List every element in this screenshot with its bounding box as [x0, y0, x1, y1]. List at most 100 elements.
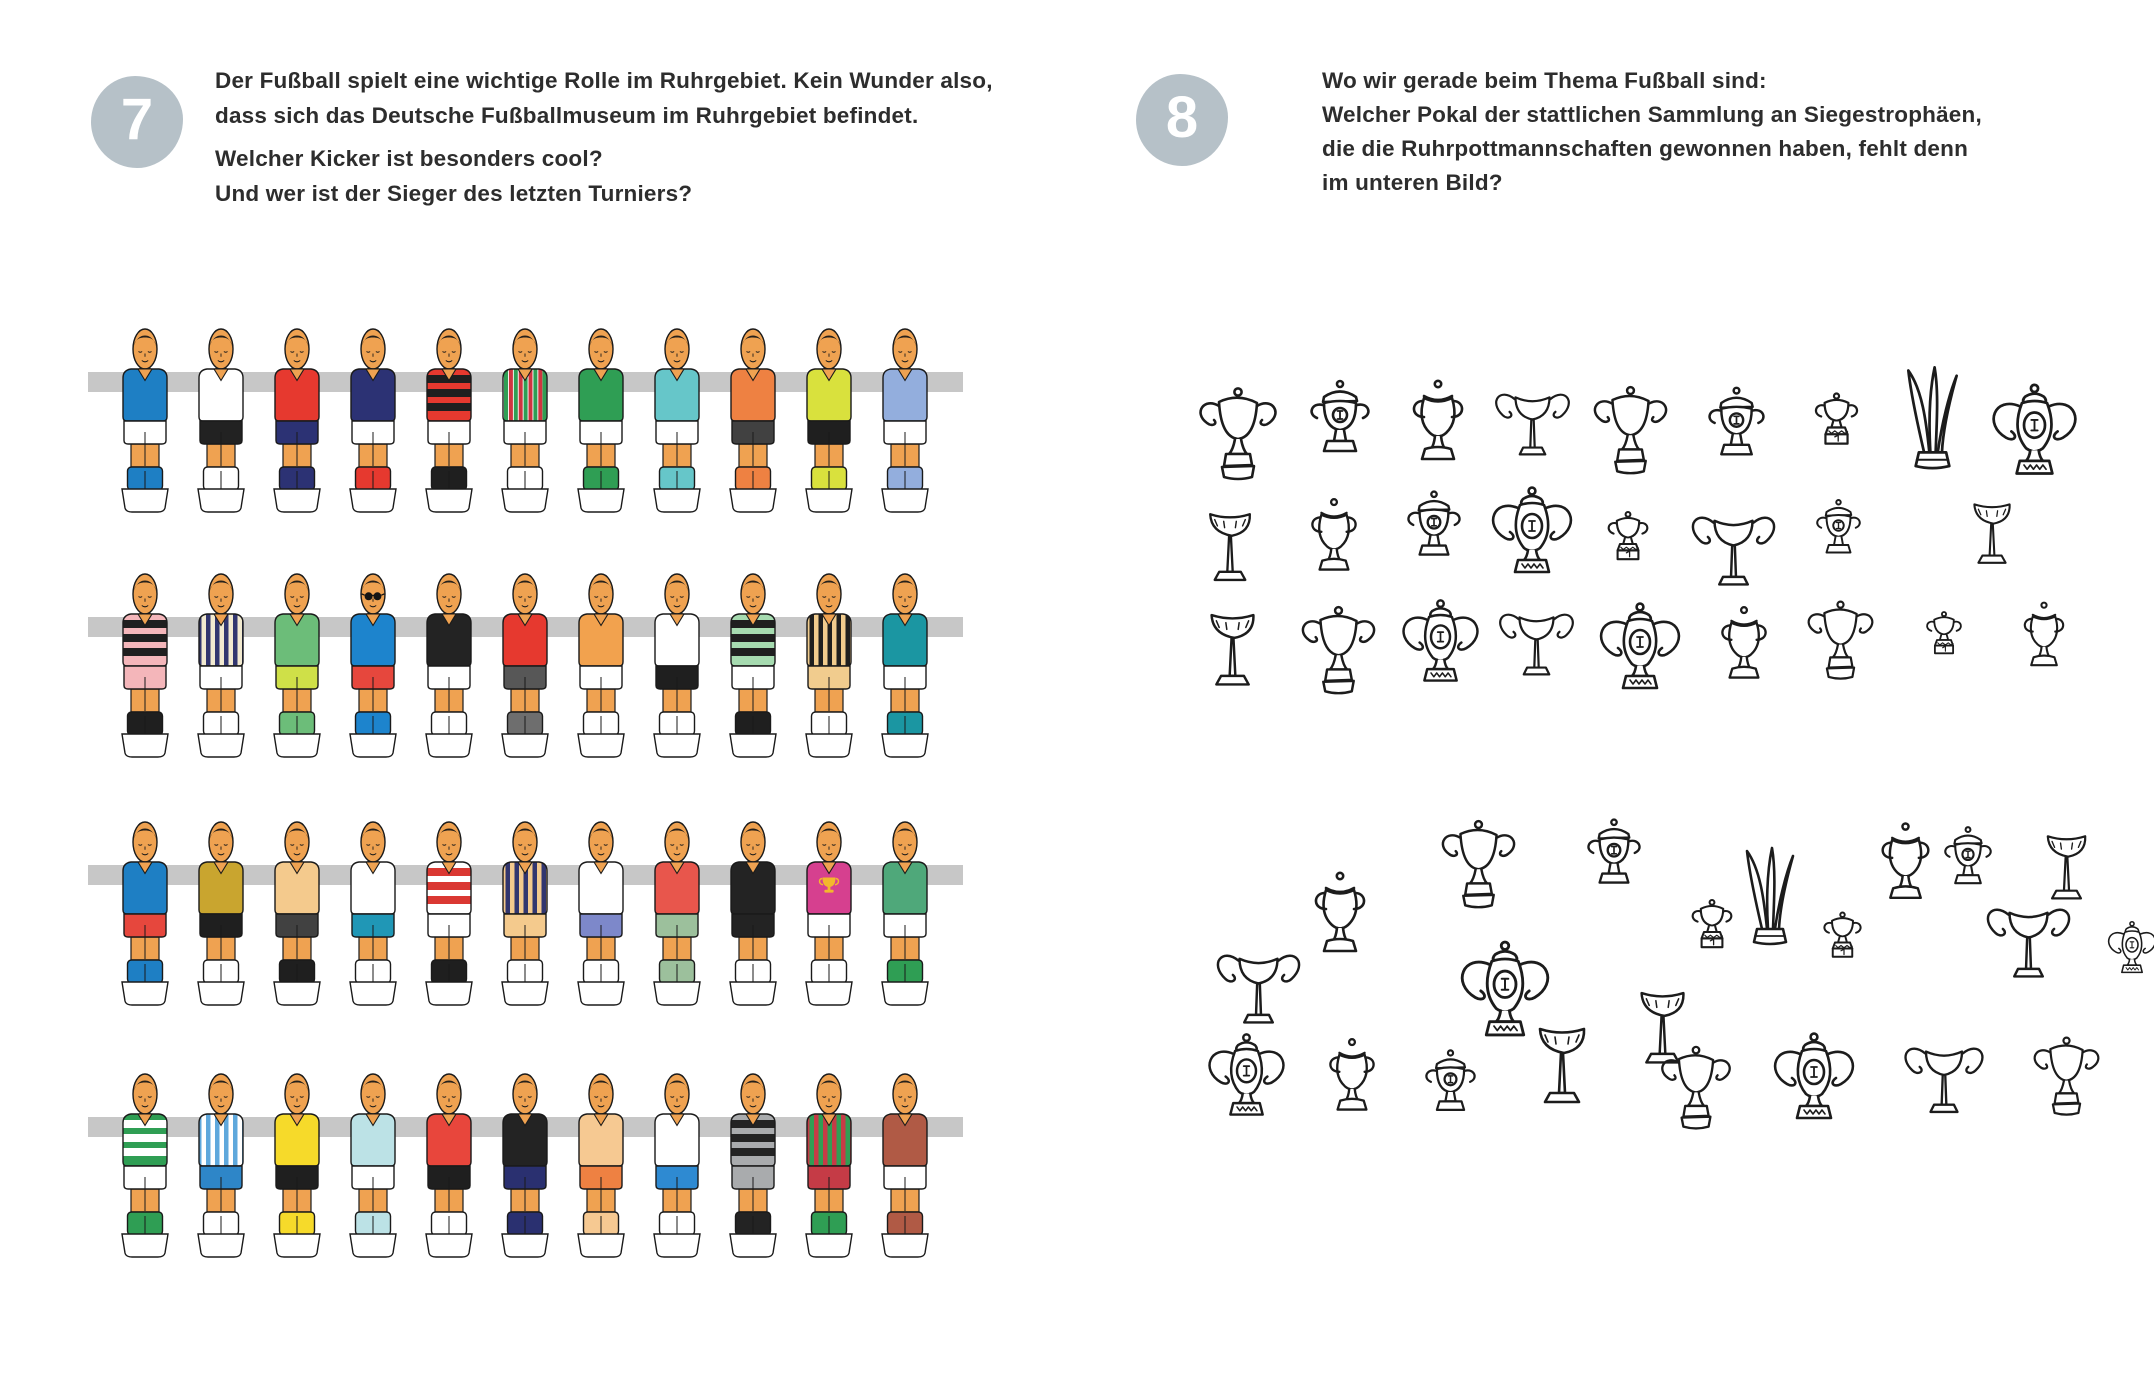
trophy-doodle-wide-bowl-wings: [1981, 890, 2076, 1014]
foosball-figure-r3-6: [490, 818, 560, 1008]
trophy-doodle-wide-bowl-wings: [1211, 936, 1306, 1060]
trophy-doodle-plume-trophy: [1720, 841, 1820, 971]
trophy-doodle-classic-cup: [1651, 1042, 1741, 1159]
foosball-row-1: [0, 325, 2154, 525]
trophy-doodle-lidded-cup-medal: [1569, 816, 1659, 933]
trophy-doodle-winged-amphora: [1393, 596, 1488, 720]
foosball-row-2: [0, 570, 2154, 770]
foosball-figure-r2-6: [490, 570, 560, 760]
foosball-figure-r2-9: [718, 570, 788, 760]
trophy-doodle-winged-amphora: [1199, 1030, 1294, 1154]
puzzle7-number-badge: 7: [91, 76, 183, 168]
trophy-doodle-classic-cup: [1188, 383, 1288, 513]
trophy-doodle-classic-cup: [1583, 382, 1678, 506]
trophy-doodle-tulip-urn: [1388, 375, 1488, 505]
trophy-doodle-tulip-urn: [1699, 602, 1789, 719]
foosball-figure-r1-4: [338, 325, 408, 515]
trophy-doodle-tulip-urn: [1289, 494, 1379, 611]
foosball-figure-r3-3: [262, 818, 332, 1008]
foosball-figure-r2-11: [870, 570, 940, 760]
foosball-figure-r1-7: [566, 325, 636, 515]
puzzle8-number: 8: [1165, 85, 1199, 150]
foosball-figure-r3-1: [110, 818, 180, 1008]
trophy-doodle-small-cup-plinth: [1588, 504, 1668, 608]
trophy-doodle-lidded-cup-medal: [1290, 377, 1390, 507]
trophy-doodle-small-cup-plinth: [1672, 892, 1752, 996]
foosball-figure-r1-1: [110, 325, 180, 515]
foosball-row-4: [0, 1070, 2154, 1270]
puzzle7-line-4: Und wer ist der Sieger des letzten Turni…: [215, 181, 693, 206]
trophy-doodle-tall-goblet: [1952, 490, 2032, 594]
foosball-figure-r2-5: [414, 570, 484, 760]
foosball-figure-r4-11: [870, 1070, 940, 1260]
trophy-doodle-wide-bowl-wings: [1686, 498, 1781, 622]
foosball-figure-r2-2: [186, 570, 256, 760]
foosball-figure-r3-9: [718, 818, 788, 1008]
puzzle8-line-3: die die Ruhrpottmannschaften gewonnen ha…: [1322, 136, 1969, 161]
foosball-figure-r1-9: [718, 325, 788, 515]
trophy-doodle-tulip-urn: [1307, 1034, 1397, 1151]
trophy-doodle-winged-amphora: [1764, 1029, 1864, 1159]
trophy-doodle-tall-goblet: [1512, 1011, 1612, 1141]
trophy-doodle-tall-goblet: [1185, 498, 1275, 615]
foosball-figure-r4-4: [338, 1070, 408, 1260]
foosball-figure-r1-11: [870, 325, 940, 515]
trophy-doodle-tall-goblet: [1185, 598, 1280, 722]
foosball-figure-r4-2: [186, 1070, 256, 1260]
trophy-doodle-lidded-cup-medal: [1389, 488, 1479, 605]
foosball-figure-r4-10: [794, 1070, 864, 1260]
foosball-figure-r3-2: [186, 818, 256, 1008]
foosball-figure-r1-8: [642, 325, 712, 515]
trophy-doodle-winged-amphora: [1482, 483, 1582, 613]
foosball-figure-r3-8: [642, 818, 712, 1008]
trophy-doodle-winged-amphora: [2102, 919, 2154, 997]
puzzle7-line-2: dass sich das Deutsche Fußballmuseum im …: [215, 103, 919, 128]
foosball-row-3: [0, 818, 2154, 1018]
trophy-doodle-tulip-urn: [1290, 867, 1390, 997]
trophy-doodle-lidded-cup-medal: [1408, 1047, 1493, 1158]
trophy-doodle-classic-cup: [2024, 1033, 2109, 1144]
trophy-emblem-icon: [818, 877, 840, 893]
foosball-figure-r4-6: [490, 1070, 560, 1260]
trophy-doodle-wide-bowl-wings: [1899, 1030, 1989, 1147]
foosball-figure-r2-3: [262, 570, 332, 760]
trophy-doodle-classic-cup: [1291, 602, 1386, 726]
trophy-doodle-winged-amphora: [1450, 937, 1560, 1080]
trophy-doodle-tall-goblet: [2024, 821, 2109, 932]
foosball-figure-r1-10: [794, 325, 864, 515]
foosball-figure-r4-7: [566, 1070, 636, 1260]
foosball-figure-r2-1: [110, 570, 180, 760]
foosball-figure-r4-1: [110, 1070, 180, 1260]
puzzle8-line-1: Wo wir gerade beim Thema Fußball sind:: [1322, 68, 1767, 93]
trophy-doodle-tulip-urn: [2004, 598, 2084, 702]
foosball-figure-r1-6: [490, 325, 560, 515]
puzzle7-statement: Der Fußball spielt eine wichtige Rolle i…: [215, 63, 993, 133]
trophy-doodle-small-cup-plinth: [1805, 905, 1880, 1003]
trophy-doodle-small-cup-plinth: [1794, 385, 1879, 496]
puzzle8-line-4: im unteren Bild?: [1322, 170, 1503, 195]
trophy-doodle-wide-bowl-wings: [1494, 597, 1579, 708]
foosball-figure-r2-10: [794, 570, 864, 760]
trophy-doodle-lidded-cup-medal: [1801, 497, 1876, 595]
puzzle8-question: Wo wir gerade beim Thema Fußball sind: W…: [1322, 64, 1982, 200]
foosball-figure-r4-8: [642, 1070, 712, 1260]
puzzle8-number-badge: 8: [1136, 74, 1228, 166]
puzzle7-line-1: Der Fußball spielt eine wichtige Rolle i…: [215, 68, 993, 93]
trophy-doodle-lidded-cup-medal: [1689, 384, 1784, 508]
foosball-figure-r1-5: [414, 325, 484, 515]
puzzle7-line-3: Welcher Kicker ist besonders cool?: [215, 146, 603, 171]
foosball-figure-r4-9: [718, 1070, 788, 1260]
puzzle7-questions: Welcher Kicker ist besonders cool? Und w…: [215, 141, 692, 211]
foosball-figure-r1-2: [186, 325, 256, 515]
trophy-doodle-plume-trophy: [1880, 360, 1985, 497]
sunglasses-icon: [361, 592, 385, 601]
puzzle7-number: 7: [120, 87, 154, 152]
foosball-figure-r2-4: [338, 570, 408, 760]
foosball-figure-r1-3: [262, 325, 332, 515]
trophy-doodle-winged-amphora: [1982, 380, 2087, 517]
trophy-doodle-tulip-urn: [1858, 818, 1953, 942]
foosball-figure-r2-8: [642, 570, 712, 760]
foosball-figure-r3-4: [338, 818, 408, 1008]
trophy-doodle-classic-cup: [1431, 816, 1526, 940]
trophy-doodle-lidded-cup-medal: [1928, 824, 2008, 928]
